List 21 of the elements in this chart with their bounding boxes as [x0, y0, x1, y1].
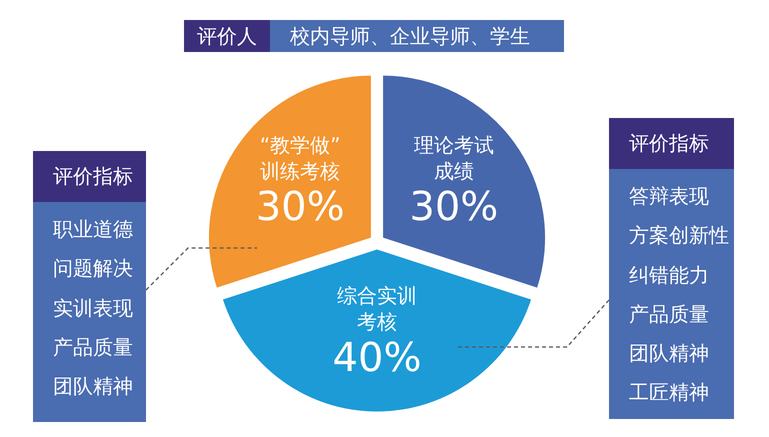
text: 答辩表现	[629, 184, 709, 208]
text: 工匠精神	[629, 380, 709, 404]
text: 团队精神	[53, 374, 133, 398]
text: 实训表现	[53, 296, 133, 320]
slice-label: 综合实训考核	[337, 284, 417, 334]
data-label: 30%	[409, 184, 498, 230]
slice-label: “教学做”训练考核	[260, 132, 341, 183]
text: 问题解决	[53, 256, 133, 280]
data-label: 30%	[256, 184, 345, 230]
text: 产品质量	[629, 302, 709, 326]
chart-title: 评价人	[197, 22, 257, 50]
text: 纠错能力	[629, 262, 709, 287]
chart-subtitle: 校内导师、企业导师、学生	[290, 22, 530, 50]
text: 评价指标	[629, 130, 709, 157]
text: 职业道德	[53, 217, 133, 241]
data-label: 40%	[332, 334, 422, 381]
text: 方案创新性	[629, 223, 729, 248]
text: 评价指标	[53, 163, 133, 190]
text: 产品质量	[53, 334, 133, 359]
text: 团队精神	[629, 341, 709, 366]
slice-label: 理论考试成绩	[414, 132, 494, 183]
